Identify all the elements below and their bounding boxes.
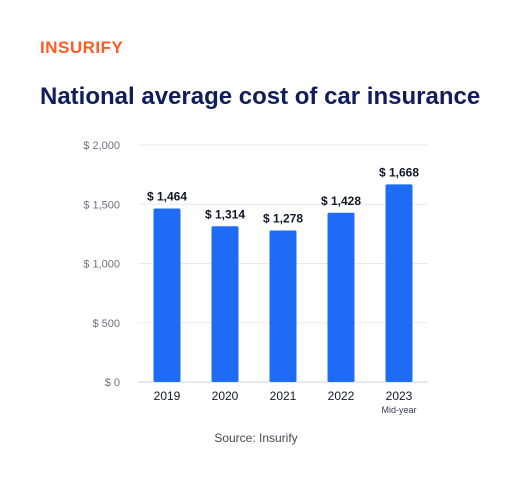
y-axis: $ 0 $ 500 $ 1,000 $ 1,500 $ 2,000 [83,140,120,389]
chart-title: National average cost of car insurance [40,83,481,110]
x-tick-label: 2021 [270,389,297,403]
bars [153,184,413,382]
y-tick-label: $ 0 [105,377,120,389]
data-label: $ 1,428 [321,194,361,208]
insurify-logo: INSURIFY [40,38,124,57]
source-note: Source: Insurify [214,431,298,445]
x-tick-label: 2023 [386,389,413,403]
bar-2020 [211,226,239,382]
data-label: $ 1,464 [147,190,187,204]
y-tick-label: $ 500 [92,318,120,330]
bar-2019 [153,208,181,382]
bar-2022 [327,212,355,382]
data-label: $ 1,314 [205,207,245,221]
x-tick-label: 2020 [212,389,239,403]
y-tick-label: $ 1,500 [83,199,120,211]
y-tick-label: $ 2,000 [83,140,120,152]
x-tick-label: 2022 [328,389,355,403]
bar-2021 [269,230,297,382]
data-label: $ 1,278 [263,212,303,226]
y-tick-label: $ 1,000 [83,259,120,271]
data-labels: $ 1,464 $ 1,314 $ 1,278 $ 1,428 $ 1,668 [147,165,419,225]
bar-2023 [385,184,413,382]
data-label: $ 1,668 [379,165,419,179]
x-tick-sublabel: Mid-year [381,405,416,415]
x-tick-label: 2019 [154,389,181,403]
x-axis: 2019 2020 2021 2022 2023 Mid-year [154,389,417,415]
